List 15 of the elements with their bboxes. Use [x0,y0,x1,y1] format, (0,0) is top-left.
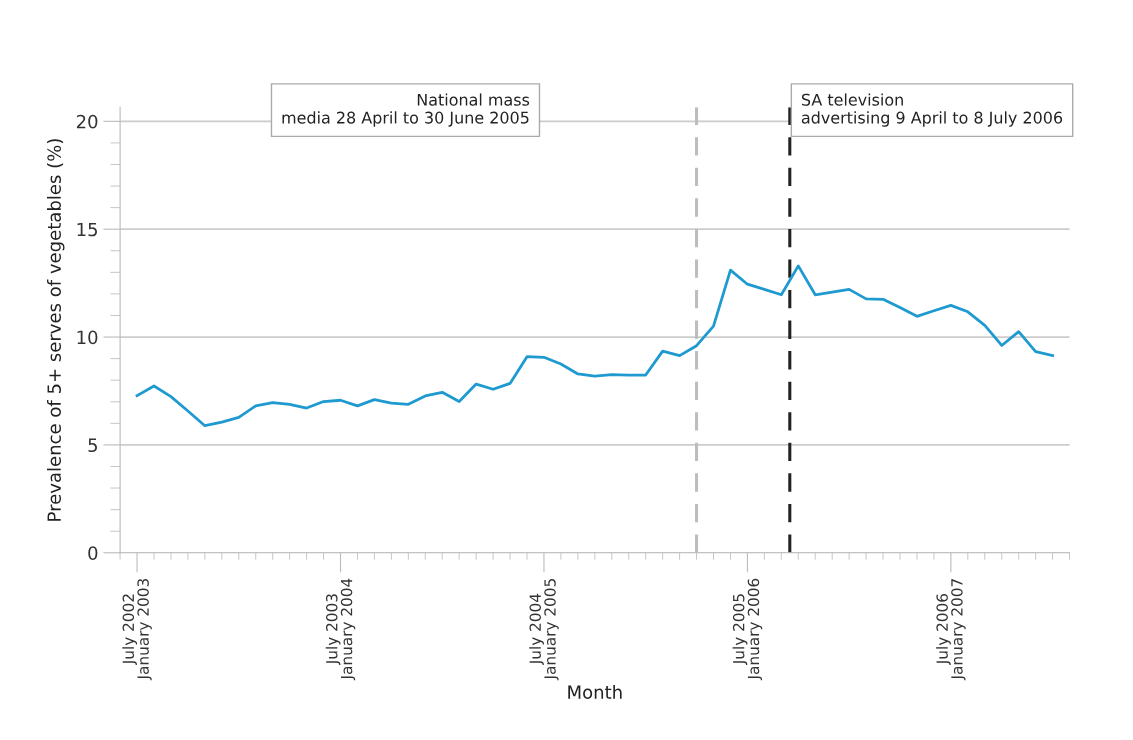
y-axis-title: Prevalence of 5+ serves of vegetables (%) [47,139,65,521]
x-axis-title: Month [568,684,622,699]
line-series [135,264,1054,428]
y-tick-label: 15 [77,222,97,237]
y-tick-label: 5 [88,438,97,453]
x-tick-label: July 2006 January 2007 [936,579,966,681]
annotation: SA television advertising 9 April to 8 July 2006 [801,93,1063,127]
x-tick-label: July 2005 January 2006 [732,578,763,681]
x-tick-label: July 2002 January 2003 [122,579,152,681]
y-tick-label: 10 [77,330,98,345]
y-tick-label: 20 [76,114,98,129]
x-tick-label: July 2004 January 2005 [529,579,559,681]
y-tick-label: 0 [88,546,98,560]
x-tick-label: July 2003 January 2004 [325,578,356,681]
annotation: National mass media 28 April to 30 June 2005 [282,93,530,127]
